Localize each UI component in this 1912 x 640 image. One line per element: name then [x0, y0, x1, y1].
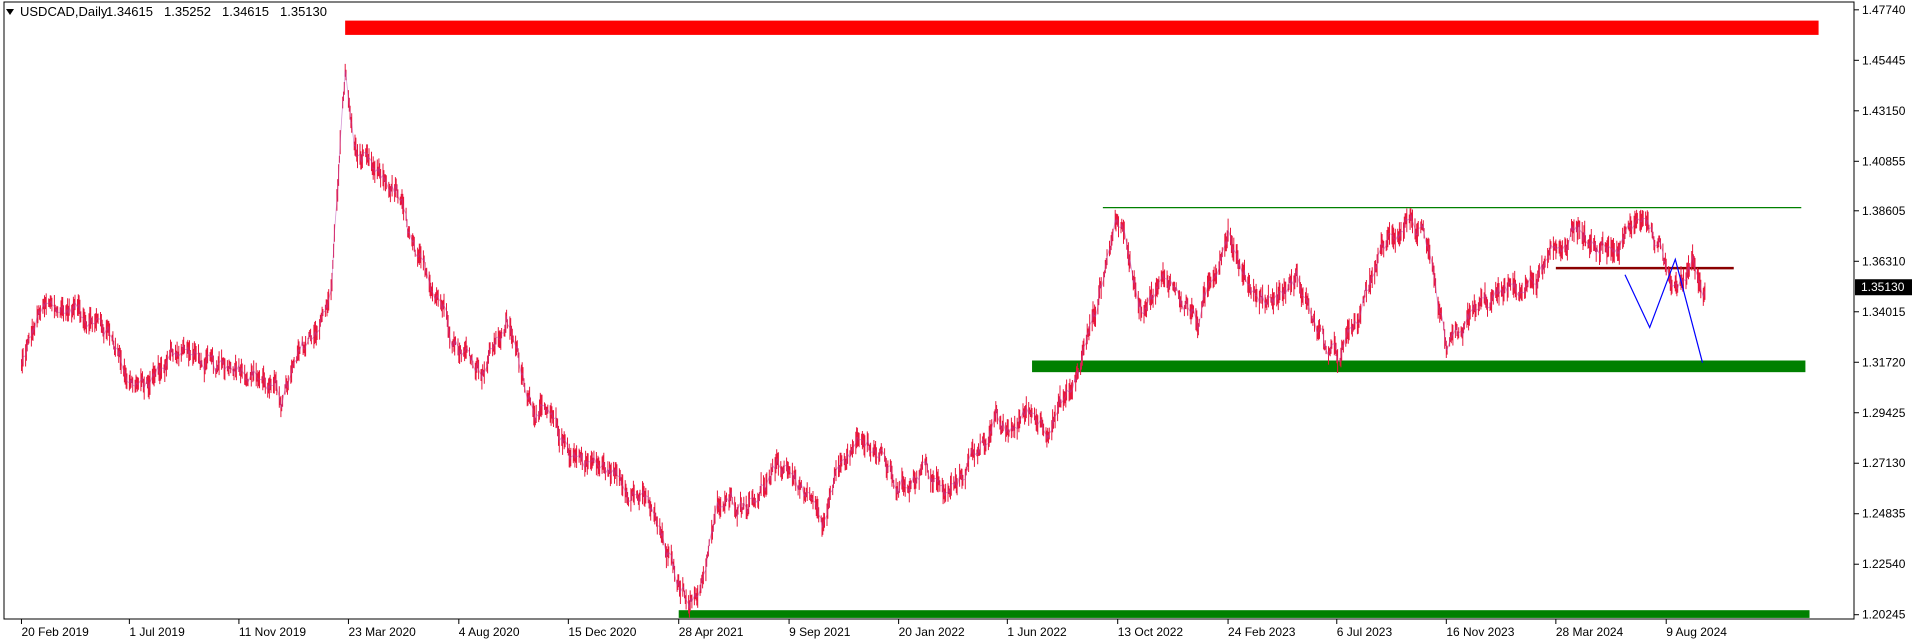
x-axis: 20 Feb 2019 1 Jul 2019 11 Nov 2019 23 Mar 2… — [20, 619, 1727, 639]
collapse-arrow-icon[interactable] — [6, 9, 14, 15]
x-tick-label: 9 Aug 2024 — [1666, 625, 1727, 639]
y-axis: 1.47740 1.45445 1.43150 1.40855 1.38605 1.363… — [1854, 3, 1906, 622]
zone-rectangle-1[interactable] — [1032, 360, 1806, 373]
x-tick-label: 4 Aug 2020 — [459, 625, 520, 639]
y-tick-label: 1.20245 — [1862, 608, 1906, 622]
projection-path-5[interactable] — [1624, 257, 1704, 363]
x-tick-label: 28 Apr 2021 — [679, 625, 744, 639]
y-tick-label: 1.36310 — [1862, 254, 1906, 268]
y-tick-label: 1.22540 — [1862, 557, 1906, 571]
drawn-objects — [345, 20, 1819, 618]
current-price-label: 1.35130 — [1861, 280, 1905, 294]
ohlc-low: 1.34615 — [222, 4, 269, 19]
price-close-line — [21, 70, 1706, 609]
y-tick-label: 1.43150 — [1862, 104, 1906, 118]
y-tick-label: 1.40855 — [1862, 154, 1906, 168]
x-tick-label: 23 Mar 2020 — [348, 625, 416, 639]
ohlc-close: 1.35130 — [280, 4, 327, 19]
y-tick-label: 1.45445 — [1862, 53, 1906, 67]
x-tick-label: 11 Nov 2019 — [239, 625, 306, 639]
price-series — [21, 63, 1706, 618]
ohlc-open: 1.34615 — [106, 4, 153, 19]
y-tick-label: 1.31720 — [1862, 355, 1906, 369]
y-tick-label: 1.38605 — [1862, 204, 1906, 218]
current-price-tag: 1.35130 — [1855, 279, 1912, 296]
y-tick-label: 1.47740 — [1862, 3, 1906, 17]
x-tick-label: 28 Mar 2024 — [1556, 625, 1624, 639]
y-tick-label: 1.34015 — [1862, 305, 1906, 319]
x-tick-label: 15 Dec 2020 — [568, 625, 636, 639]
x-tick-label: 6 Jul 2023 — [1337, 625, 1393, 639]
x-tick-label: 16 Nov 2023 — [1446, 625, 1514, 639]
ohlc-high: 1.35252 — [164, 4, 211, 19]
chart-header: USDCAD,Daily 1.34615 1.35252 1.34615 1.3… — [6, 4, 327, 19]
y-tick-label: 1.24835 — [1862, 507, 1906, 521]
zone-rectangle-2[interactable] — [678, 610, 1810, 618]
symbol-label: USDCAD,Daily — [20, 4, 108, 19]
x-tick-label: 20 Feb 2019 — [21, 625, 89, 639]
x-tick-label: 20 Jan 2022 — [899, 625, 965, 639]
y-tick-label: 1.27130 — [1862, 456, 1906, 470]
y-tick-label: 1.29425 — [1862, 406, 1906, 420]
current-price-badge — [1855, 279, 1912, 296]
x-tick-label: 1 Jul 2019 — [129, 625, 185, 639]
x-tick-label: 24 Feb 2023 — [1228, 625, 1296, 639]
plot-border — [3, 1, 1855, 620]
plot-frame — [3, 1, 1855, 620]
x-tick-label: 13 Oct 2022 — [1118, 625, 1184, 639]
x-tick-label: 9 Sep 2021 — [789, 625, 851, 639]
x-tick-label: 1 Jun 2022 — [1007, 625, 1067, 639]
zone-rectangle-0[interactable] — [345, 20, 1819, 35]
